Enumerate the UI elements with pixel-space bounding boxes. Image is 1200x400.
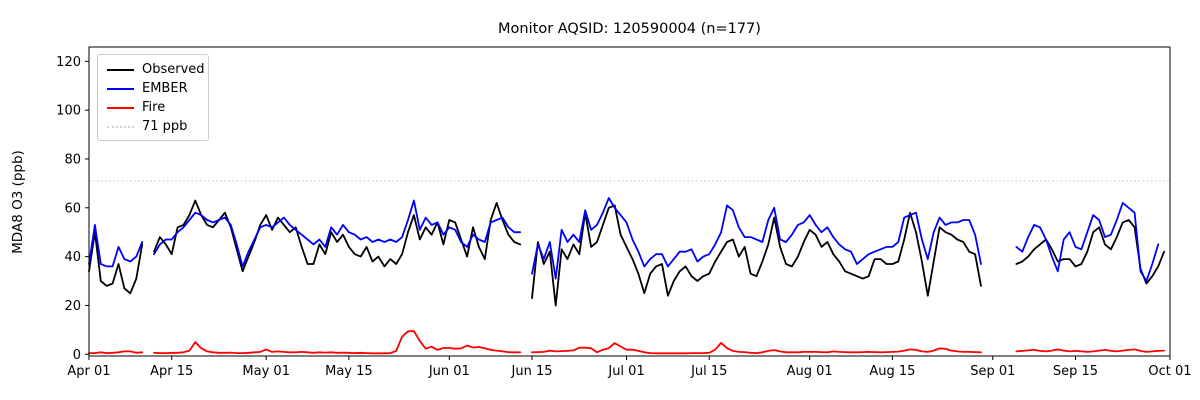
x-tick-label: Oct 01 <box>1148 364 1191 379</box>
y-tick-label: 120 <box>56 55 81 70</box>
legend-item-observed: Observed <box>98 60 208 79</box>
x-tick-label: Jul 15 <box>690 364 727 379</box>
legend-label: Observed <box>142 62 205 77</box>
x-tick-label: May 15 <box>325 364 373 379</box>
chart-title: Monitor AQSID: 120590004 (n=177) <box>498 21 761 37</box>
legend-line-swatch <box>107 68 134 71</box>
x-tick-label: Sep 15 <box>1053 364 1098 379</box>
legend-dotted-swatch <box>107 125 134 128</box>
y-tick-label: 20 <box>64 299 81 314</box>
legend-label: EMBER <box>142 81 188 96</box>
x-tick-label: Jun 01 <box>428 364 470 379</box>
x-tick-label: Aug 01 <box>787 364 833 379</box>
x-tick-label: Jul 01 <box>607 364 644 379</box>
y-tick-label: 60 <box>64 201 81 216</box>
x-tick-label: Sep 01 <box>970 364 1015 379</box>
series-ember-line <box>88 197 1160 282</box>
y-tick-label: 40 <box>64 250 81 265</box>
y-tick-label: 100 <box>56 104 81 119</box>
series-fire-line <box>88 330 1165 355</box>
axes-frame <box>88 46 1171 357</box>
legend-line-swatch <box>107 87 134 90</box>
legend-line-swatch <box>107 106 134 109</box>
legend-item-71-ppb: 71 ppb <box>98 117 208 136</box>
x-tick-label: Jun 15 <box>511 364 553 379</box>
legend-item-ember: EMBER <box>98 79 208 98</box>
legend-label: Fire <box>142 100 166 115</box>
x-tick-label: Aug 15 <box>869 364 915 379</box>
x-tick-label: Apr 15 <box>150 364 193 379</box>
y-tick-label: 0 <box>73 348 81 363</box>
series-observed-line <box>88 199 1165 307</box>
legend: Observed EMBER Fire 71 ppb <box>97 54 209 141</box>
legend-label: 71 ppb <box>142 119 188 134</box>
x-tick-label: May 01 <box>242 364 290 379</box>
x-tick-label: Apr 01 <box>67 364 110 379</box>
y-tick-label: 80 <box>64 152 81 167</box>
legend-item-fire: Fire <box>98 98 208 117</box>
